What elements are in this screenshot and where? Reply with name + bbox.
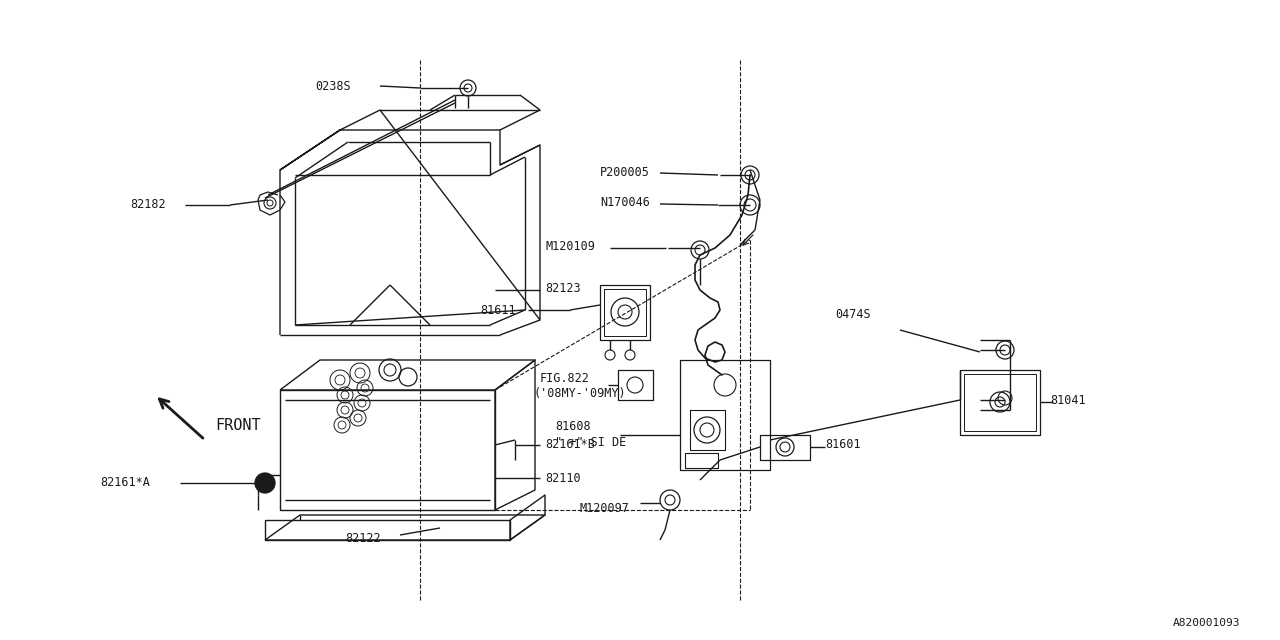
Text: 81608: 81608 — [556, 420, 590, 433]
Circle shape — [255, 473, 275, 493]
Text: FRONT: FRONT — [215, 417, 261, 433]
Text: N170046: N170046 — [600, 196, 650, 209]
Text: M120097: M120097 — [580, 502, 630, 515]
Text: FIG.822: FIG.822 — [540, 371, 590, 385]
Text: 82161*A: 82161*A — [100, 477, 150, 490]
Text: 81611: 81611 — [480, 303, 516, 317]
Text: 0238S: 0238S — [315, 79, 351, 93]
Text: M120109: M120109 — [545, 241, 595, 253]
Text: 82182: 82182 — [131, 198, 165, 211]
Text: 82110: 82110 — [545, 472, 581, 484]
Text: 82161*B: 82161*B — [545, 438, 595, 451]
Text: 0474S: 0474S — [835, 308, 870, 321]
Text: 81041: 81041 — [1050, 394, 1085, 406]
Text: P200005: P200005 — [600, 166, 650, 179]
Text: ('08MY-'09MY): ('08MY-'09MY) — [534, 387, 627, 399]
Text: 82123: 82123 — [545, 282, 581, 294]
Text: A820001093: A820001093 — [1172, 618, 1240, 628]
Text: 81601: 81601 — [826, 438, 860, 451]
Text: 82122: 82122 — [346, 531, 380, 545]
Text: " +" SI DE: " +" SI DE — [556, 435, 626, 449]
